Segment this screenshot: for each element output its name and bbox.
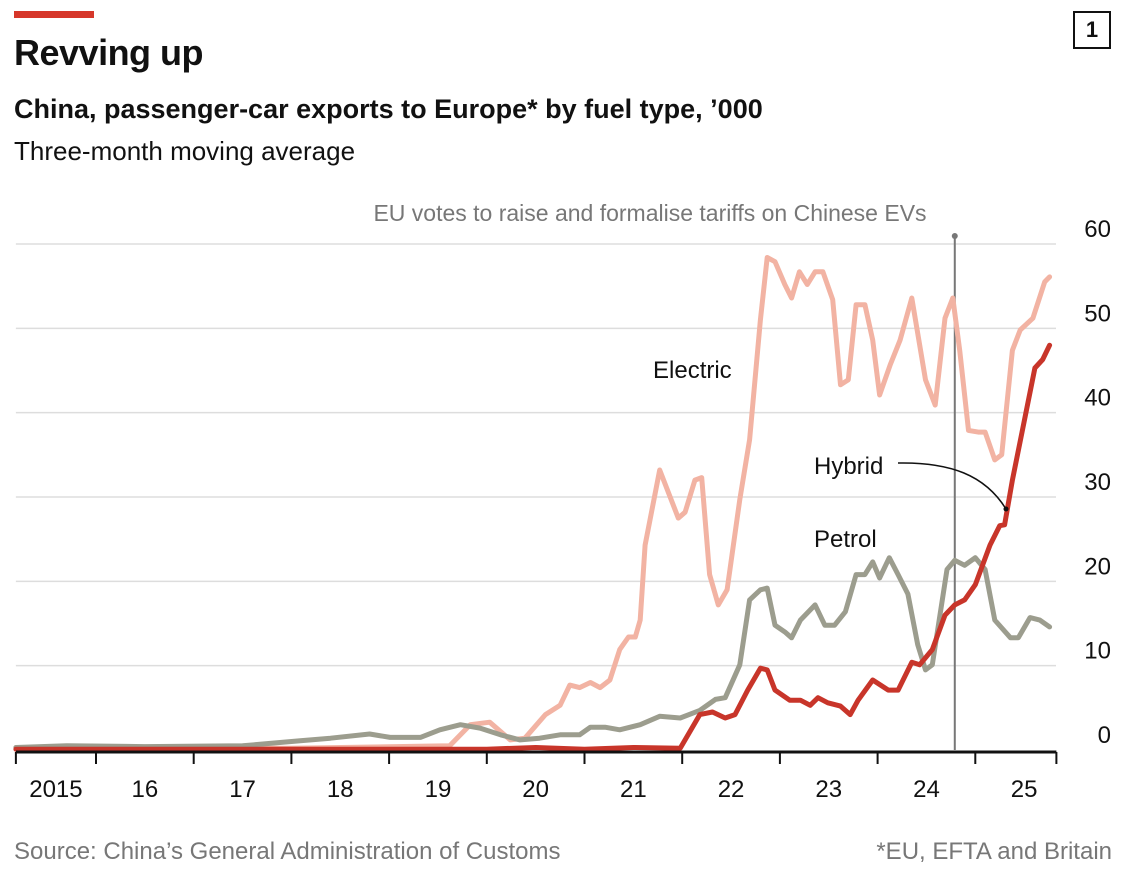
x-tick-label: 18 — [327, 776, 354, 803]
y-tick-label: 30 — [1084, 469, 1111, 496]
chart-number-badge: 1 — [1073, 11, 1111, 49]
y-tick-label: 20 — [1084, 553, 1111, 580]
x-tick-label: 20 — [522, 776, 549, 803]
y-tick-label: 40 — [1084, 385, 1111, 412]
x-tick-label: 17 — [229, 776, 256, 803]
y-tick-label: 50 — [1084, 300, 1111, 327]
source-note: Source: China’s General Administration o… — [14, 838, 561, 865]
x-tick-label: 21 — [620, 776, 647, 803]
series-line-petrol — [13, 555, 1053, 750]
annotation-dot — [951, 233, 958, 239]
hybrid-leader-line — [897, 462, 1007, 510]
x-tick-label: 25 — [1011, 776, 1038, 803]
chart-title: Revving up — [14, 32, 204, 73]
x-tick-label: 19 — [425, 776, 452, 803]
x-tick-label: 22 — [718, 776, 745, 803]
y-tick-label: 0 — [1098, 722, 1111, 749]
series-label-petrol: Petrol — [814, 526, 877, 553]
series-line-electric — [13, 255, 1053, 751]
y-tick-label: 60 — [1084, 216, 1111, 243]
annotation-text: EU votes to raise and formalise tariffs … — [373, 200, 926, 226]
x-tick-label: 2015 — [29, 776, 82, 803]
brand-accent-bar — [14, 11, 94, 18]
series-label-electric: Electric — [653, 357, 732, 384]
chart-subtitle: China, passenger-car exports to Europe* … — [14, 94, 763, 124]
x-tick-label: 23 — [815, 776, 842, 803]
footnote: *EU, EFTA and Britain — [876, 838, 1112, 865]
chart-description: Three-month moving average — [14, 136, 356, 166]
y-tick-label: 10 — [1084, 638, 1111, 665]
x-tick-label: 16 — [131, 776, 158, 803]
series-line-hybrid — [13, 342, 1053, 752]
series-label-hybrid: Hybrid — [814, 453, 883, 480]
hybrid-leader-dot — [1003, 506, 1009, 512]
x-tick-label: 24 — [913, 776, 940, 803]
